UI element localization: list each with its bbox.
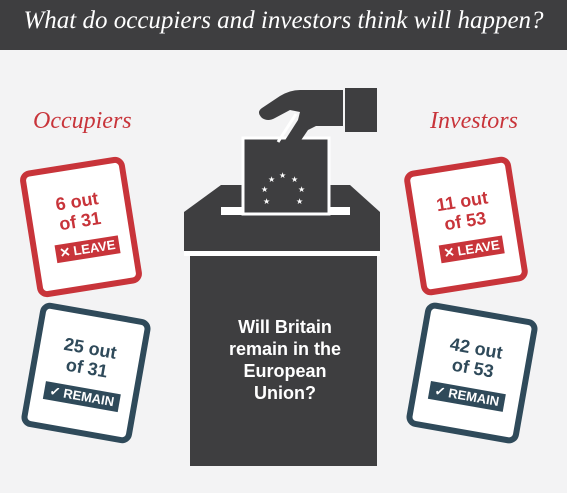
- occupiers-remain-card: 25 out of 31 ✓REMAIN: [19, 301, 153, 445]
- investors-leave-count: 11 out of 53: [434, 187, 490, 235]
- svg-text:★: ★: [268, 175, 275, 184]
- check-icon: ✓: [48, 383, 62, 400]
- svg-text:★: ★: [296, 197, 303, 206]
- check-icon: ✓: [433, 382, 447, 400]
- hand-icon: [259, 88, 377, 157]
- investors-label: Investors: [430, 108, 518, 134]
- occupiers-leave-count: 6 out of 31: [54, 188, 103, 235]
- cross-icon: ✕: [58, 244, 72, 261]
- svg-text:★: ★: [263, 197, 270, 206]
- investors-leave-card: 11 out of 53 ✕LEAVE: [402, 155, 530, 297]
- investors-remain-card: 42 out of 53 ✓REMAIN: [404, 301, 540, 445]
- question-line-3: European: [243, 361, 327, 381]
- occupiers-remain-count: 25 out of 31: [62, 333, 119, 382]
- occupiers-leave-card: 6 out of 31 ✕LEAVE: [18, 155, 144, 299]
- leave-badge: ✕LEAVE: [54, 235, 121, 264]
- question-line-1: Will Britain: [238, 317, 332, 337]
- investors-remain-count: 42 out of 53: [448, 333, 505, 382]
- question-line-2: remain in the: [228, 339, 342, 359]
- svg-text:★: ★: [261, 185, 268, 194]
- question-line-4: Union?: [254, 383, 316, 403]
- ballot-question: Will Britain remain in the European Unio…: [192, 316, 378, 404]
- remain-badge: ✓REMAIN: [427, 380, 506, 412]
- page-title: What do occupiers and investors think wi…: [23, 7, 544, 34]
- svg-text:★: ★: [291, 175, 298, 184]
- eu-stars-icon: ★ ★ ★ ★ ★ ★ ★: [261, 171, 305, 206]
- header-bar: What do occupiers and investors think wi…: [0, 0, 567, 50]
- leave-badge: ✕LEAVE: [438, 235, 505, 264]
- ballot-paper-icon: [241, 136, 331, 216]
- cross-icon: ✕: [442, 244, 456, 261]
- remain-badge: ✓REMAIN: [42, 381, 121, 413]
- svg-text:★: ★: [298, 185, 305, 194]
- svg-text:★: ★: [279, 171, 286, 180]
- occupiers-label: Occupiers: [33, 108, 132, 134]
